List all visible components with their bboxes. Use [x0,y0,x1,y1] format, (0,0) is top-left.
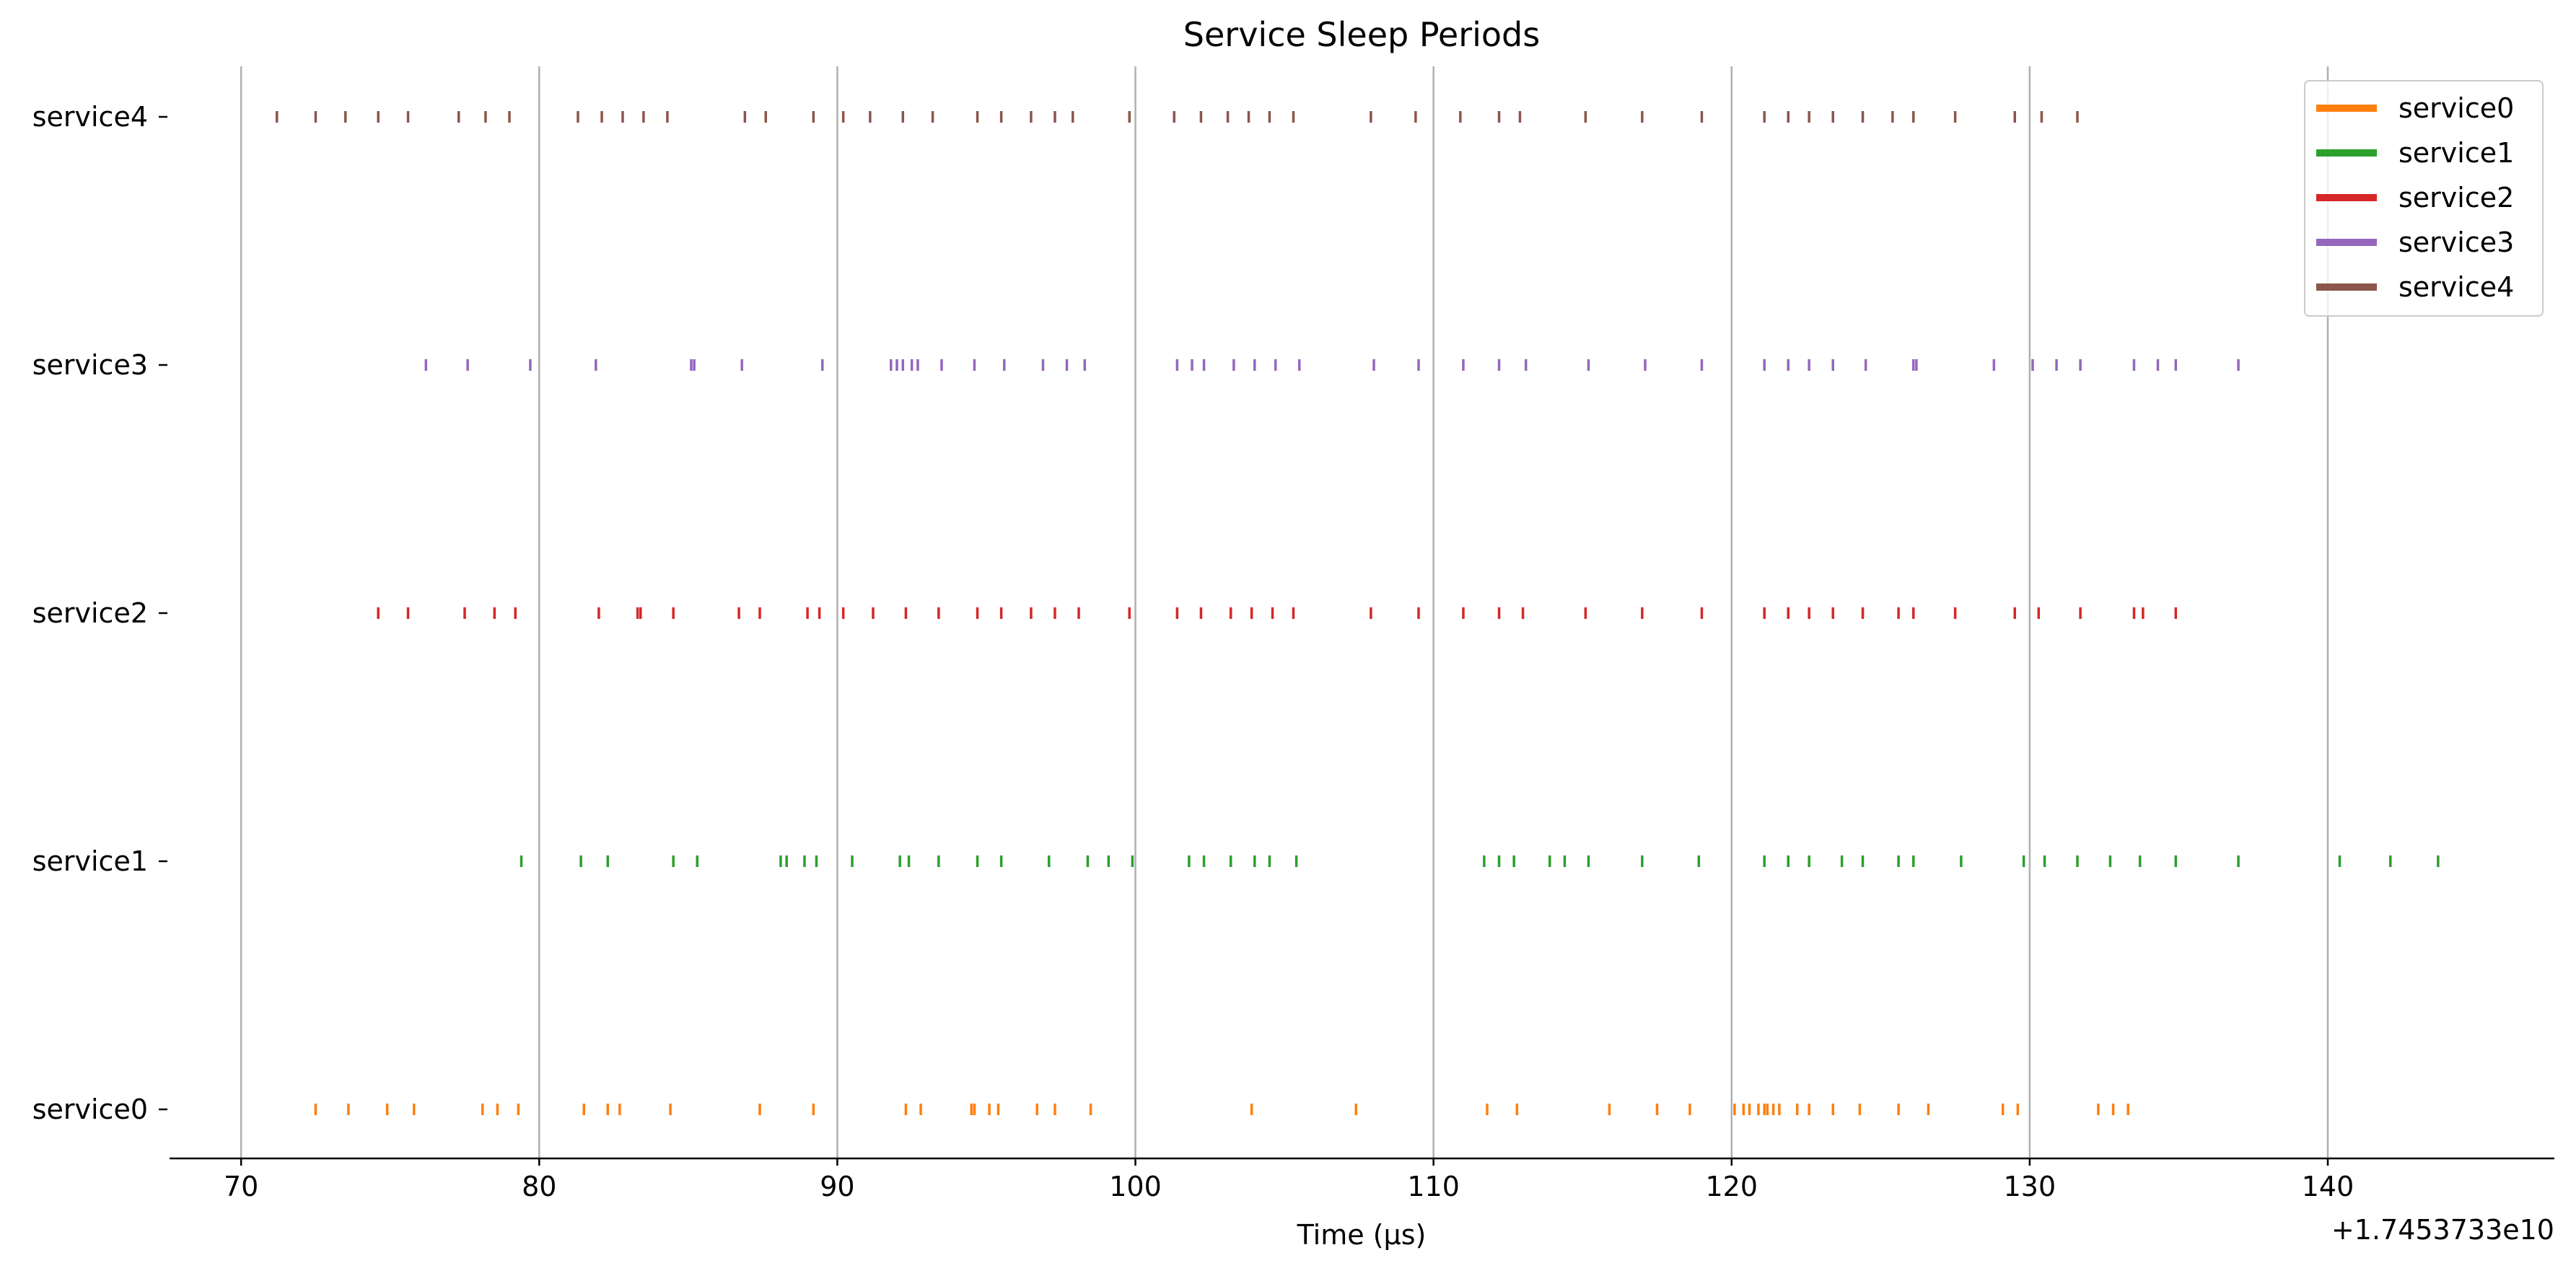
x-tick-label: 140 [2302,1171,2354,1202]
legend-item-service1: service1 [2316,137,2514,169]
x-tick-label: 130 [2004,1171,2056,1202]
x-tick-label: 80 [522,1171,556,1202]
x-offset-label: +1.7453733e10 [2331,1214,2554,1246]
event-row-service4 [275,111,2079,123]
x-tick-label: 120 [1706,1171,1758,1202]
y-tick-label: service1 [32,845,148,877]
legend-item-service2: service2 [2316,182,2514,214]
legend-items: service0 service1 service2 service3 service4 [2316,92,2514,303]
legend-label: service4 [2398,271,2514,303]
x-tick-label: 100 [1109,1171,1162,1202]
y-tick-label: service2 [32,597,148,629]
y-ticks: service0 service1 service2 service3 service4 [32,101,167,1125]
event-row-service3 [424,359,2240,371]
y-tick-label: service3 [32,349,148,381]
legend-item-service0: service0 [2316,92,2514,124]
legend-label: service1 [2398,137,2514,169]
legend-item-service4: service4 [2316,271,2514,303]
event-marks [275,111,2440,1115]
event-row-service1 [520,855,2440,867]
legend: service0 service1 service2 service3 service4 [2304,80,2544,317]
grid-lines [240,66,2329,1158]
legend-box [2304,80,2544,317]
x-tick-label: 90 [820,1171,854,1202]
x-axis-label: Time (µs) [1297,1219,1427,1251]
chart-title: Service Sleep Periods [1183,15,1540,54]
legend-label: service0 [2398,92,2514,124]
event-row-service2 [377,607,2178,619]
y-tick-label: service0 [32,1094,148,1125]
x-ticks: 70 80 90 100 110 120 130 140 [224,1158,2354,1202]
legend-item-service3: service3 [2316,226,2514,258]
event-row-service0 [314,1104,2129,1115]
x-tick-label: 70 [224,1171,258,1202]
legend-label: service2 [2398,182,2514,214]
x-tick-label: 110 [1407,1171,1460,1202]
legend-label: service3 [2398,226,2514,258]
y-tick-label: service4 [32,101,148,133]
